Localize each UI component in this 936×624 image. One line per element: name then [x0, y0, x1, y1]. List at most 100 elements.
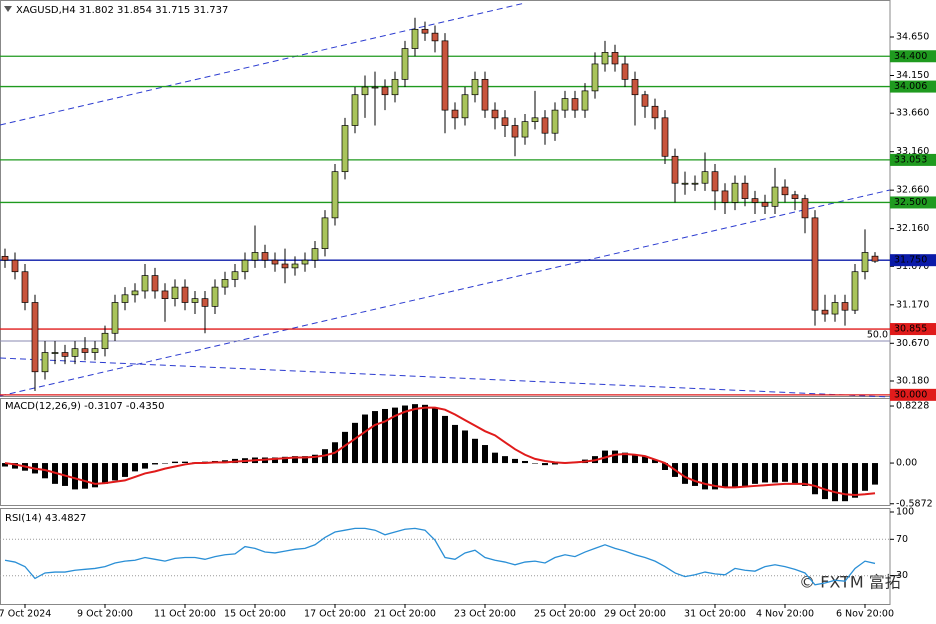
level-label: 34.400 — [894, 51, 927, 62]
candle-body — [241, 259, 249, 273]
macd-bar — [372, 411, 378, 464]
candle-body — [11, 259, 19, 273]
candle-body — [671, 155, 679, 184]
macd-bar — [542, 463, 548, 466]
x-tick-label: 9 Oct 20:00 — [77, 609, 133, 620]
macd-bar — [702, 463, 708, 490]
macd-bar — [462, 430, 468, 464]
candle-body — [631, 78, 639, 96]
macd-bar — [402, 405, 408, 464]
candle-body — [621, 63, 629, 80]
level-tag — [890, 196, 936, 209]
rsi-title: RSI(14) 43.4827 — [5, 513, 86, 524]
candle-body — [321, 217, 329, 249]
macd-bar — [352, 422, 358, 464]
macd-bar — [482, 445, 488, 464]
x-tick-label: 7 Oct 2024 — [0, 609, 51, 620]
trendline — [0, 189, 891, 397]
y-tick-label: 70 — [896, 534, 908, 545]
level-tag — [890, 153, 936, 166]
candle-body — [201, 298, 209, 307]
candle-body — [511, 125, 519, 138]
candle-body — [51, 352, 59, 354]
macd-bar — [182, 461, 188, 464]
macd-bar — [162, 463, 168, 464]
candle-body — [871, 255, 879, 262]
macd-bar — [752, 463, 758, 484]
candle-body — [531, 117, 539, 123]
y-tick-label: 34.150 — [896, 70, 929, 81]
y-tick-label: 31.170 — [896, 299, 929, 310]
macd-bar — [72, 463, 78, 490]
candle-body — [191, 298, 199, 303]
candle-body — [641, 94, 649, 107]
macd-bar — [362, 414, 368, 464]
level-tag — [890, 254, 936, 267]
y-tick-label: 30.670 — [896, 338, 929, 349]
macd-bar — [282, 456, 288, 464]
macd-bar — [812, 463, 818, 495]
candle-body — [281, 263, 289, 269]
candle-body — [141, 275, 149, 292]
macd-bar — [292, 456, 298, 464]
candle-body — [701, 171, 709, 184]
candle-body — [501, 117, 509, 126]
macd-bar — [762, 463, 768, 483]
title-arrow — [4, 6, 12, 12]
macd-bar — [662, 463, 668, 470]
candle-body — [331, 171, 339, 219]
candle-body — [721, 190, 729, 203]
candle-body — [541, 117, 549, 134]
candle-body — [691, 182, 699, 185]
macd-bar — [122, 463, 128, 477]
candle-body — [431, 32, 439, 42]
macd-bar — [392, 407, 398, 464]
candle-body — [611, 52, 619, 65]
candle-body — [731, 182, 739, 203]
candle-body — [71, 348, 79, 357]
macd-bar — [412, 404, 418, 464]
candle-body — [791, 194, 799, 199]
macd-bar — [782, 463, 788, 482]
candle-body — [751, 198, 759, 203]
candle-body — [391, 78, 399, 96]
candle-body — [571, 98, 579, 111]
watermark: © FXTM 富拓 — [799, 573, 901, 592]
macd-bar — [742, 463, 748, 486]
macd-bar — [792, 463, 798, 484]
macd-bar — [722, 463, 728, 488]
candle-body — [351, 94, 359, 126]
y-tick-label: 33.160 — [896, 146, 929, 157]
candle-body — [851, 271, 859, 311]
x-tick-label: 23 Oct 20:00 — [454, 609, 516, 620]
candle-body — [471, 78, 479, 96]
level-label: 32.500 — [894, 197, 927, 208]
candle-body — [211, 286, 219, 307]
candle-body — [341, 125, 349, 173]
candle-body — [861, 252, 869, 273]
candle-body — [81, 348, 89, 353]
macd-bar — [772, 463, 778, 483]
y-tick-label: 31.670 — [896, 261, 929, 272]
level-label: 33.053 — [894, 154, 927, 165]
candle-body — [291, 263, 299, 269]
x-tick-label: 21 Oct 20:00 — [374, 609, 436, 620]
macd-bar — [732, 463, 738, 488]
y-tick-label: 100 — [896, 507, 914, 518]
candle-body — [121, 294, 129, 303]
candle-body — [101, 332, 109, 350]
candle-body — [261, 252, 269, 261]
macd-bar — [132, 463, 138, 472]
macd-bar — [342, 431, 348, 464]
macd-signal — [4, 406, 876, 496]
candle-body — [561, 98, 569, 111]
candle-body — [551, 109, 559, 134]
x-tick-label: 31 Oct 20:00 — [684, 609, 746, 620]
level-tag — [890, 80, 936, 93]
x-tick-label: 25 Oct 20:00 — [534, 609, 596, 620]
macd-bar — [142, 463, 148, 469]
y-tick-label: 32.660 — [896, 185, 929, 196]
macd-bar — [632, 454, 638, 464]
candle-body — [161, 290, 169, 300]
